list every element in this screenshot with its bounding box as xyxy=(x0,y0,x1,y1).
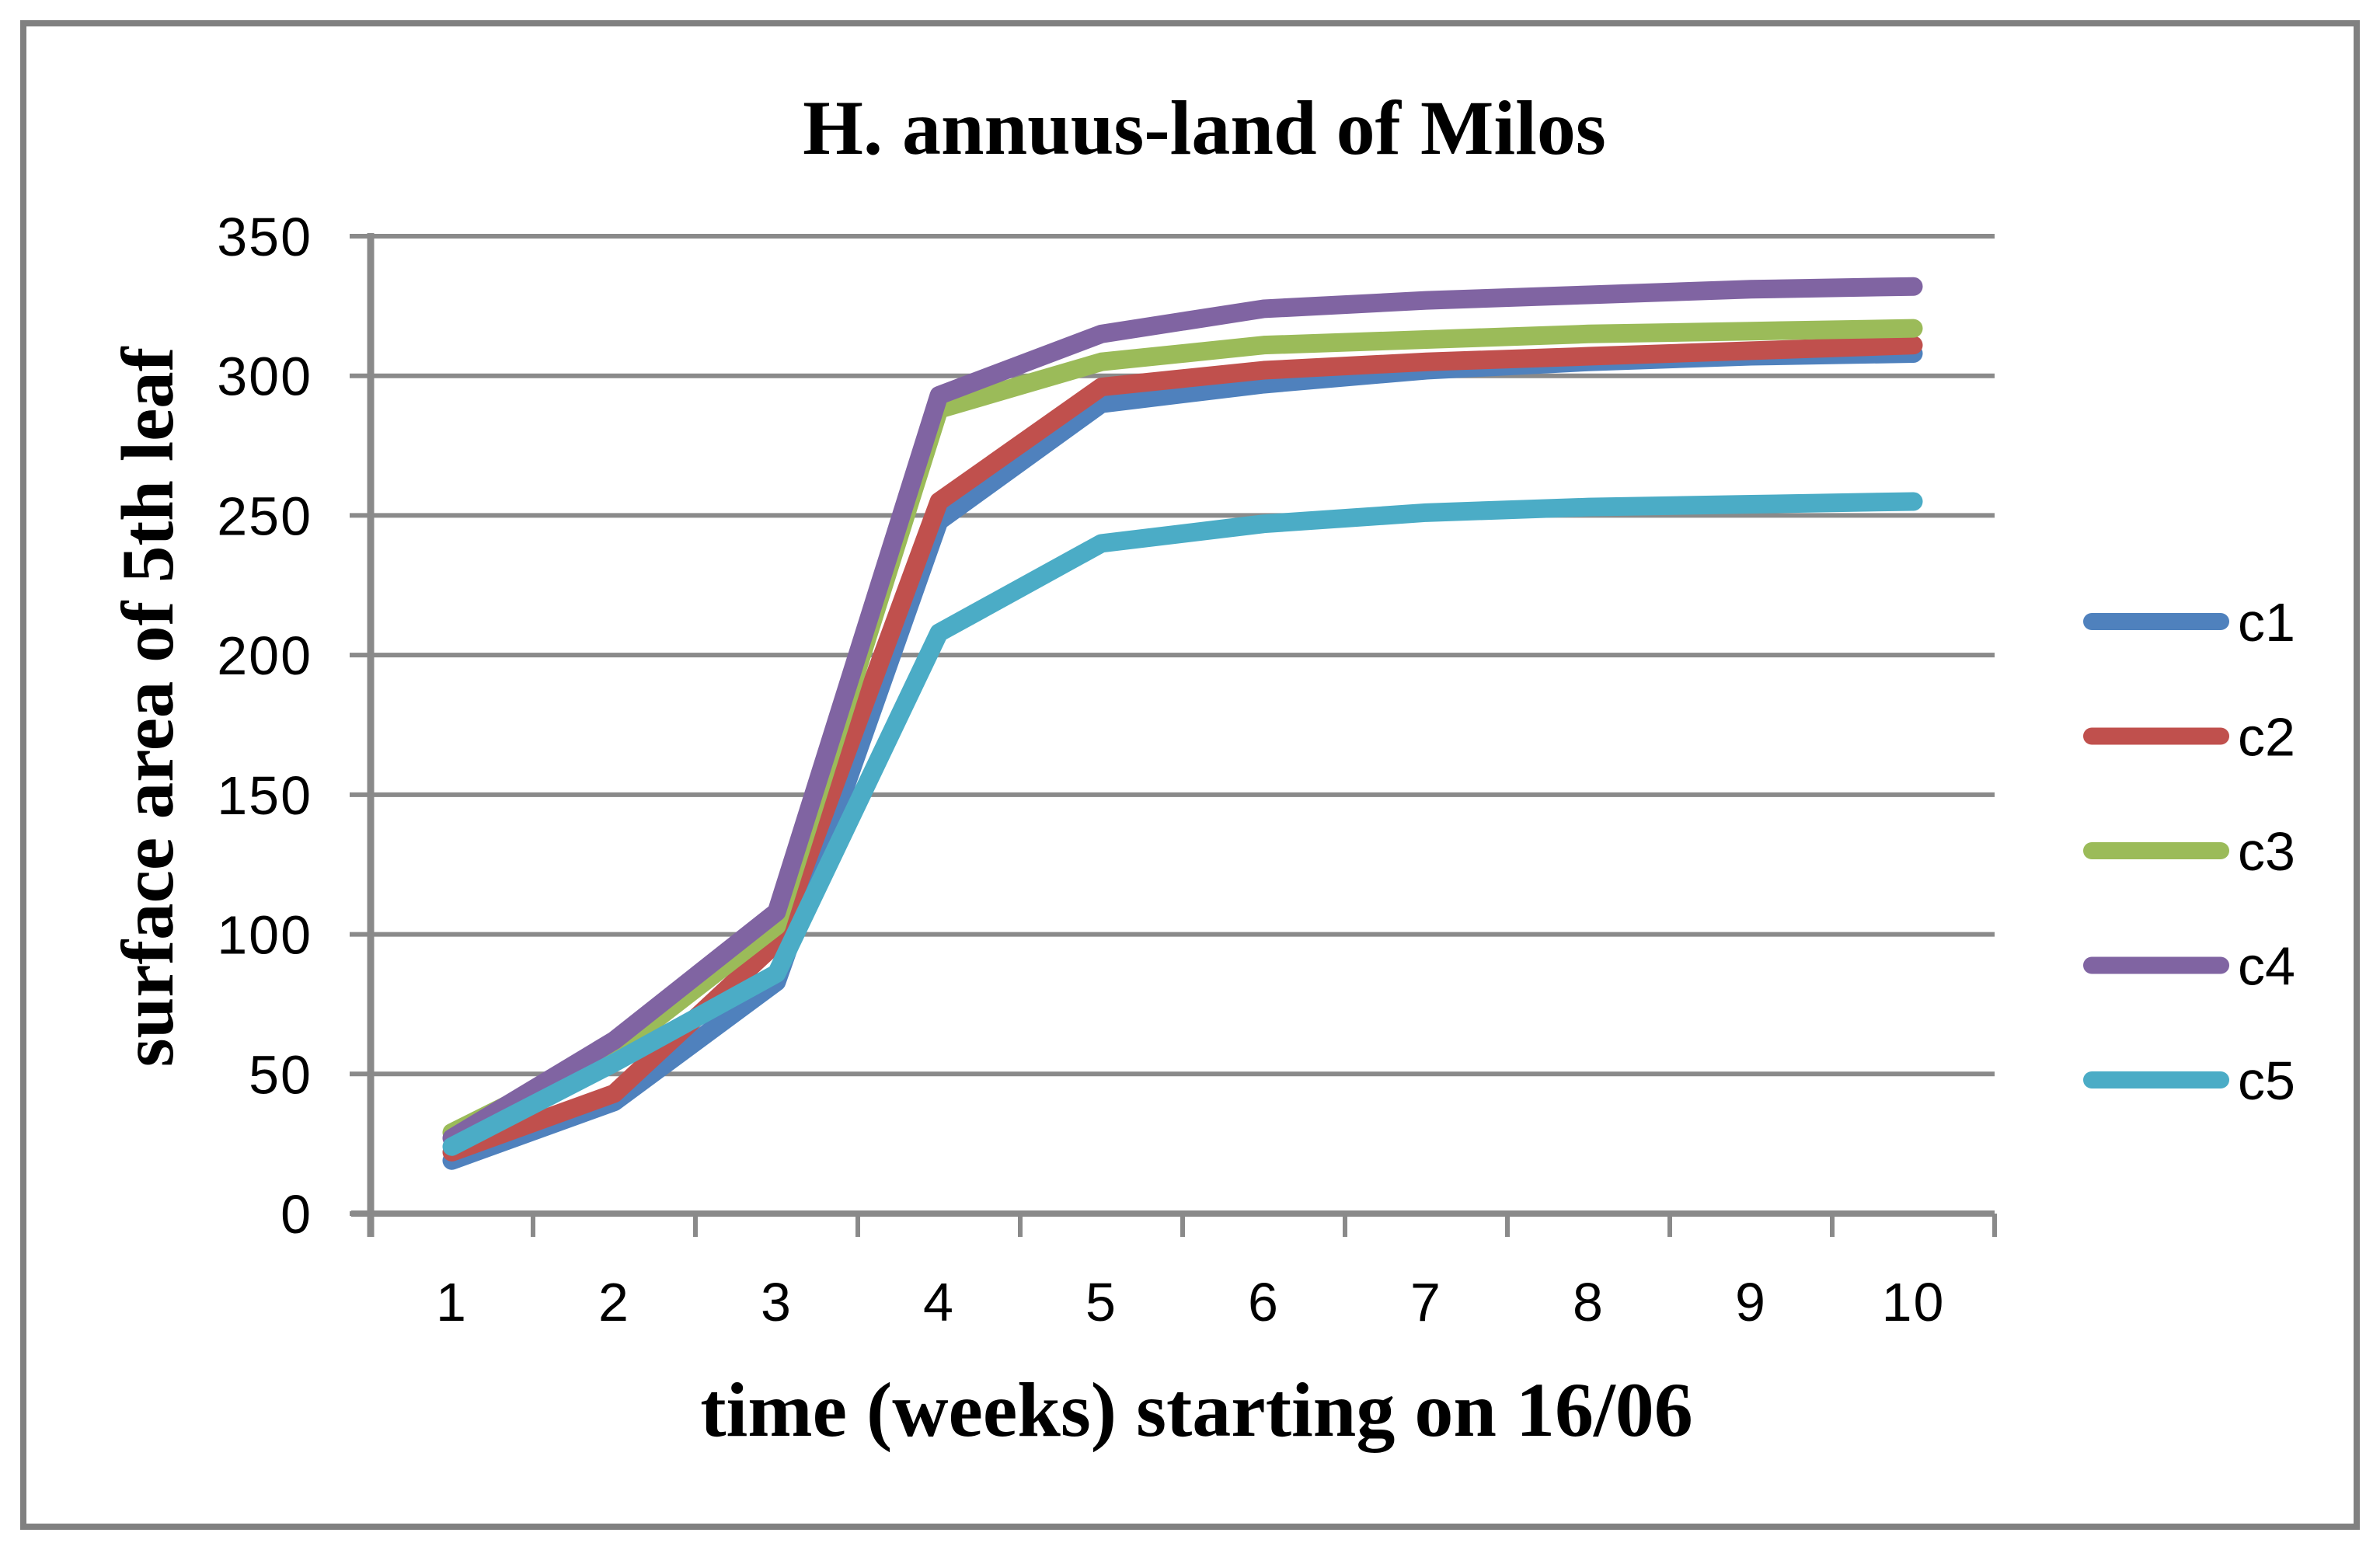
legend-item-c3: c3 xyxy=(2083,821,2295,882)
x-tick-label: 6 xyxy=(1248,1272,1280,1332)
legend-item-c2: c2 xyxy=(2083,707,2295,768)
legend-label-c5: c5 xyxy=(2238,1050,2295,1111)
chart-title: H. annuus-land of Milos xyxy=(803,85,1606,171)
series-lines xyxy=(442,277,1923,1170)
y-axis-title: surface area of 5th leaf xyxy=(106,346,189,1067)
y-tick-label: 250 xyxy=(217,486,312,546)
x-tick-label: 10 xyxy=(1882,1272,1946,1332)
x-tick-label: 2 xyxy=(598,1272,630,1332)
legend-label-c4: c4 xyxy=(2238,936,2295,997)
legend-label-c3: c3 xyxy=(2238,821,2295,882)
x-tick-label: 3 xyxy=(761,1272,793,1332)
series-line-c4 xyxy=(442,277,1923,1148)
y-tick-label: 100 xyxy=(217,905,312,966)
x-axis-title: time (weeks) starting on 16/06 xyxy=(700,1367,1693,1453)
x-tick-label: 8 xyxy=(1573,1272,1605,1332)
axes xyxy=(350,233,1997,1237)
series-line-c3 xyxy=(442,319,1923,1142)
legend-label-c2: c2 xyxy=(2238,707,2295,768)
y-tick-label: 300 xyxy=(217,347,312,407)
series-line-c5 xyxy=(442,492,1923,1156)
x-tick-label: 4 xyxy=(923,1272,955,1332)
x-tick-label: 1 xyxy=(436,1272,468,1332)
y-tick-labels: 0 50 100 150 200 250 300 350 xyxy=(217,207,312,1245)
legend: c1 c2 c3 c4 c5 xyxy=(2083,592,2295,1111)
chart-border xyxy=(20,20,2360,1530)
x-tick-label: 5 xyxy=(1085,1272,1117,1332)
y-tick-label: 0 xyxy=(281,1184,312,1245)
y-tick-label: 350 xyxy=(217,207,312,267)
y-tick-label: 50 xyxy=(249,1044,312,1105)
legend-label-c1: c1 xyxy=(2238,592,2295,653)
x-tick-label: 9 xyxy=(1735,1272,1767,1332)
legend-item-c1: c1 xyxy=(2083,592,2295,653)
legend-item-c4: c4 xyxy=(2083,936,2295,997)
y-tick-label: 200 xyxy=(217,625,312,686)
gridlines xyxy=(371,234,1995,1077)
x-tick-label: 7 xyxy=(1410,1272,1442,1332)
legend-item-c5: c5 xyxy=(2083,1050,2295,1111)
x-tick-labels: 1 2 3 4 5 6 7 8 9 10 xyxy=(436,1272,1946,1332)
y-tick-label: 150 xyxy=(217,765,312,826)
